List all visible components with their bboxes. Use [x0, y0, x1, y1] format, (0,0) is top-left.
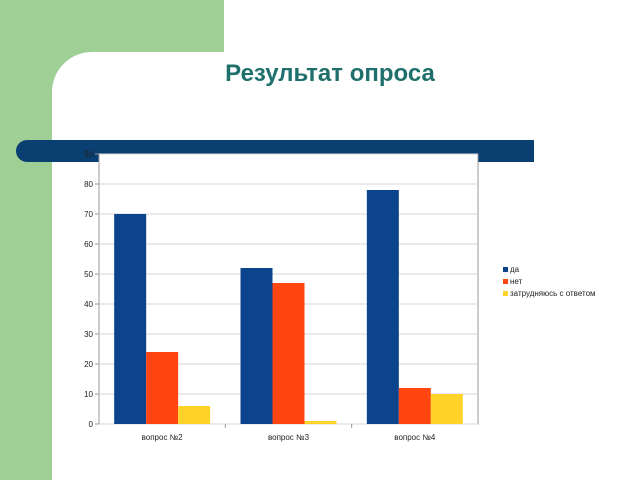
legend: да нет затрудняюсь с ответом — [503, 265, 596, 298]
green-left-strip — [0, 0, 52, 480]
y-axis-tick-labels: 0 10 20 30 40 50 60 70 80 90 — [84, 150, 93, 429]
legend-label: да — [510, 265, 520, 274]
bars — [114, 190, 463, 424]
bar-2-2 — [272, 283, 305, 424]
y-tick-label: 40 — [84, 300, 93, 309]
y-tick-label: 10 — [84, 390, 93, 399]
y-tick-label: 20 — [84, 360, 93, 369]
bar-1-2 — [240, 268, 273, 424]
bar-3-3 — [430, 394, 463, 424]
bar-3-1 — [178, 406, 211, 424]
legend-swatch — [503, 291, 508, 296]
legend-label: затрудняюсь с ответом — [510, 289, 596, 298]
bar-2-3 — [398, 388, 431, 424]
legend-label: нет — [510, 277, 523, 286]
y-tick-label: 90 — [84, 150, 93, 159]
y-tick-label: 0 — [89, 420, 94, 429]
x-axis-tick-labels: вопрос №2 вопрос №3 вопрос №4 — [142, 424, 436, 442]
y-tick-label: 30 — [84, 330, 93, 339]
bar-3-2 — [304, 421, 337, 424]
y-tick-label: 70 — [84, 210, 93, 219]
y-tick-label: 80 — [84, 180, 93, 189]
bar-1-1 — [114, 214, 147, 424]
bar-2-1 — [146, 352, 179, 424]
bar-1-3 — [366, 190, 399, 424]
y-tick-label: 50 — [84, 270, 93, 279]
slide-title: Результат опроса — [225, 60, 435, 87]
legend-swatch — [503, 279, 508, 284]
x-tick-label: вопрос №2 — [142, 433, 184, 442]
legend-swatch — [503, 267, 508, 272]
x-tick-label: вопрос №3 — [268, 433, 310, 442]
y-tick-label: 60 — [84, 240, 93, 249]
x-tick-label: вопрос №4 — [394, 433, 436, 442]
